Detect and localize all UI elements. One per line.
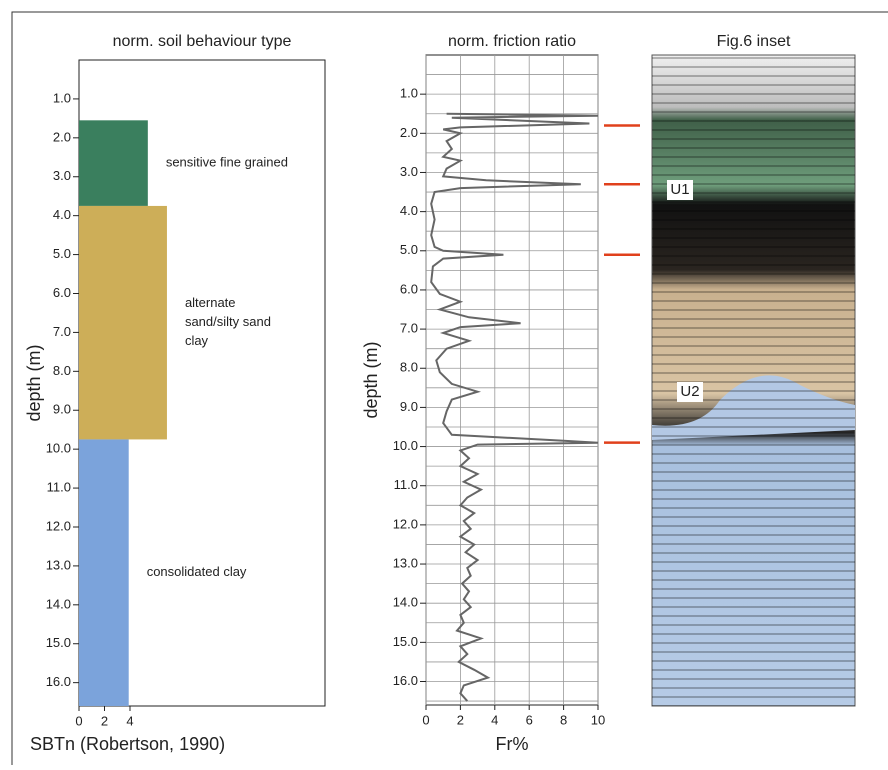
y-tick-label: 2.0 xyxy=(53,129,71,144)
y-tick-label: 12.0 xyxy=(46,518,71,533)
inset-image xyxy=(651,54,856,707)
y-tick-label: 11.0 xyxy=(47,480,71,495)
x-tick-label: 0 xyxy=(422,712,429,727)
y-tick-label: 6.0 xyxy=(53,285,71,300)
y-tick-label: 13.0 xyxy=(46,557,71,572)
chart-title: norm. friction ratio xyxy=(448,33,576,50)
zone-label: sensitive fine grained xyxy=(166,155,288,170)
y-tick-label: 14.0 xyxy=(46,596,71,611)
chart-title: Fig.6 inset xyxy=(717,33,791,50)
inset-label: U2 xyxy=(680,383,699,400)
y-axis-label: depth (m) xyxy=(24,344,44,421)
y-tick-label: 15.0 xyxy=(46,635,71,650)
fr-line xyxy=(430,112,599,702)
y-tick-label: 4.0 xyxy=(400,203,418,218)
y-tick-label: 6.0 xyxy=(400,281,418,296)
bar xyxy=(79,205,167,440)
y-tick-label: 8.0 xyxy=(400,360,418,375)
label-box xyxy=(677,382,703,402)
zone-label: clay xyxy=(185,333,209,348)
x-tick-label: 2 xyxy=(101,713,108,728)
x-tick-label: 4 xyxy=(491,712,498,727)
y-tick-label: 7.0 xyxy=(53,324,71,339)
zone-label: alternate xyxy=(185,295,236,310)
x-tick-label: 6 xyxy=(526,712,533,727)
y-tick-label: 10.0 xyxy=(46,441,71,456)
label-box xyxy=(667,180,693,200)
y-tick-label: 12.0 xyxy=(393,516,418,531)
y-tick-label: 9.0 xyxy=(53,402,71,417)
y-tick-label: 15.0 xyxy=(393,634,418,649)
x-tick-label: 10 xyxy=(591,712,605,727)
y-tick-label: 5.0 xyxy=(400,242,418,257)
y-tick-label: 13.0 xyxy=(393,555,418,570)
x-axis-label: SBTn (Robertson, 1990) xyxy=(30,734,225,754)
y-axis-label: depth (m) xyxy=(361,341,381,418)
y-tick-label: 3.0 xyxy=(400,164,418,179)
x-tick-label: 8 xyxy=(560,712,567,727)
y-tick-label: 2.0 xyxy=(400,125,418,140)
x-tick-label: 0 xyxy=(75,713,82,728)
y-tick-label: 11.0 xyxy=(394,477,418,492)
x-axis-label: Fr% xyxy=(496,734,529,754)
zone-label: sand/silty sand xyxy=(185,314,271,329)
zone-label: consolidated clay xyxy=(147,564,247,579)
y-tick-label: 1.0 xyxy=(400,86,418,101)
x-tick-label: 2 xyxy=(457,712,464,727)
y-tick-label: 5.0 xyxy=(53,246,71,261)
y-tick-label: 1.0 xyxy=(53,90,71,105)
x-tick-label: 4 xyxy=(126,713,133,728)
y-tick-label: 10.0 xyxy=(393,438,418,453)
bar xyxy=(79,120,148,206)
y-tick-label: 4.0 xyxy=(53,207,71,222)
y-tick-label: 8.0 xyxy=(53,363,71,378)
y-tick-label: 3.0 xyxy=(53,168,71,183)
y-tick-label: 9.0 xyxy=(400,399,418,414)
y-tick-label: 14.0 xyxy=(393,595,418,610)
chart-title: norm. soil behaviour type xyxy=(113,33,292,50)
bar xyxy=(79,439,129,706)
y-tick-label: 7.0 xyxy=(400,321,418,336)
inset-label: U1 xyxy=(670,181,689,198)
y-tick-label: 16.0 xyxy=(46,674,71,689)
frame xyxy=(11,11,888,770)
y-tick-label: 16.0 xyxy=(393,673,418,688)
